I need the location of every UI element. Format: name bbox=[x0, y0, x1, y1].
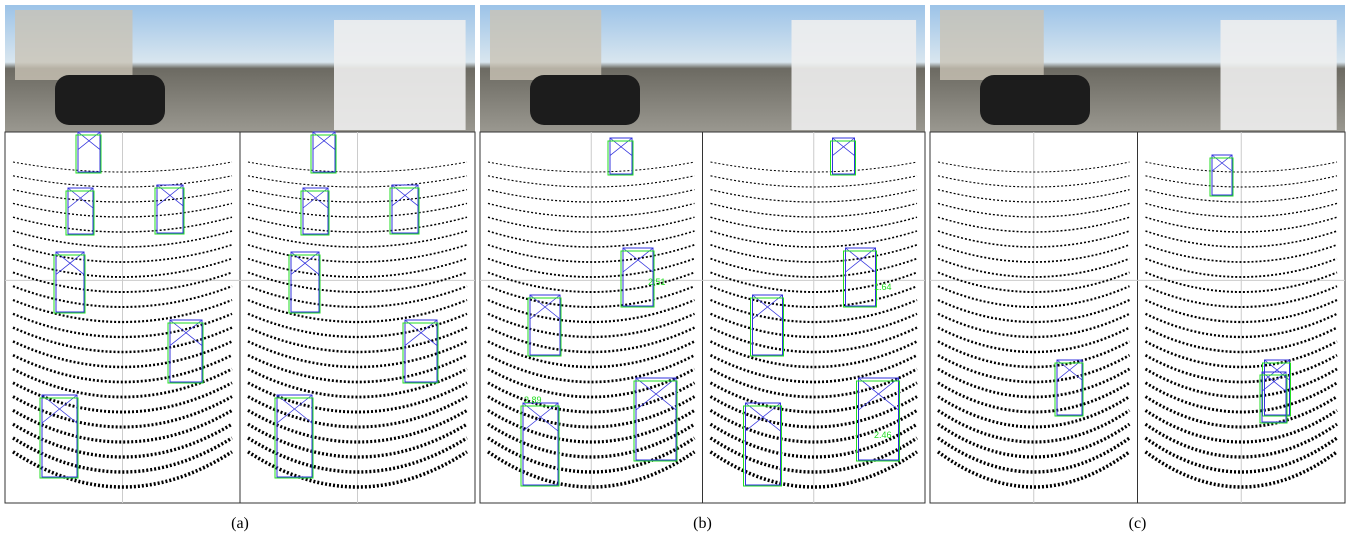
score-label: 2.89 bbox=[524, 395, 542, 405]
car bbox=[55, 75, 165, 125]
building bbox=[490, 10, 601, 80]
building bbox=[940, 10, 1044, 80]
figure: (a) 2.89 2.51 1.64 2.46 (b) (c) bbox=[0, 0, 1350, 544]
panel-caption: (b) bbox=[693, 515, 712, 532]
vehicle bbox=[792, 20, 917, 130]
panel-caption: (c) bbox=[1129, 515, 1147, 532]
car bbox=[980, 75, 1090, 125]
car bbox=[530, 75, 640, 125]
score-label: 2.51 bbox=[648, 277, 666, 287]
panel-caption: (a) bbox=[231, 515, 249, 532]
vehicle bbox=[334, 20, 466, 130]
vehicle bbox=[1221, 20, 1337, 130]
building bbox=[15, 10, 133, 80]
score-label: 1.64 bbox=[874, 282, 892, 292]
score-label: 2.46 bbox=[874, 430, 892, 440]
page: (a)2.892.511.642.46(b)(c) (() => { const… bbox=[0, 0, 1350, 544]
